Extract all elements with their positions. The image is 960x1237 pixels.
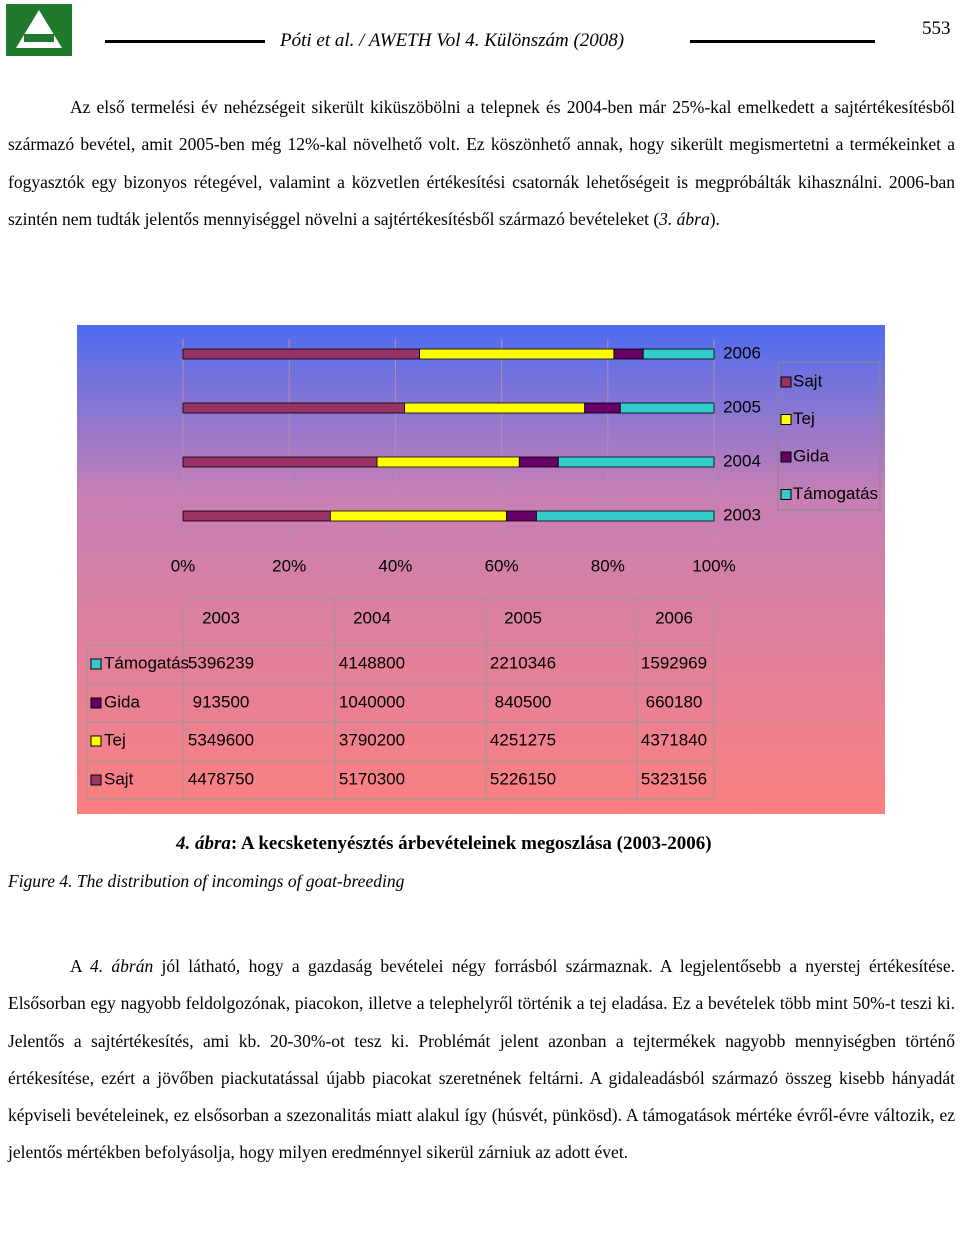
bar-segment	[584, 402, 621, 414]
legend-key	[780, 489, 792, 500]
table-cell: 5170300	[339, 769, 405, 788]
bar-segment	[182, 456, 378, 468]
legend-label: Tej	[793, 409, 815, 428]
legend-key	[90, 735, 102, 747]
logo	[6, 4, 72, 56]
legend-key	[780, 451, 792, 463]
bar-segment	[404, 402, 586, 414]
caption-text: : A kecsketenyésztés árbevételeinek mego…	[230, 833, 712, 854]
x-tick-label: 20%	[272, 556, 306, 575]
text: jól látható, hogy a gazdaság bevételei n…	[8, 956, 955, 1163]
figure-label: 4. ábra	[176, 833, 231, 854]
text: A	[70, 956, 90, 976]
x-tick-label: 100%	[692, 556, 735, 575]
table-cell: 4478750	[188, 769, 254, 788]
logo-band	[24, 34, 54, 42]
bar-segment	[536, 510, 715, 522]
legend-label: Sajt	[793, 371, 823, 390]
x-tick-label: 40%	[378, 556, 412, 575]
legend-key	[90, 774, 102, 786]
text-ref: 3. ábra	[659, 208, 710, 229]
table-cell: 4148800	[339, 653, 405, 672]
x-tick-label: 60%	[485, 556, 519, 575]
figure-caption: 4. ábra: A kecsketenyésztés árbevételein…	[176, 833, 712, 855]
paragraph: A 4. ábrán jól látható, hogy a gazdaság …	[8, 948, 955, 1172]
y-tick-label: 2006	[723, 343, 761, 362]
y-tick-label: 2004	[723, 451, 761, 470]
bar-segment	[376, 456, 520, 468]
rule	[690, 40, 875, 43]
table-header: 2006	[655, 608, 693, 627]
table-cell: 840500	[495, 692, 552, 711]
bar-segment	[182, 510, 331, 522]
text-ref: 4. ábrán	[89, 956, 154, 976]
y-tick-label: 2003	[723, 505, 761, 524]
table-row-label: Tej	[104, 730, 126, 749]
table-cell: 5396239	[188, 653, 254, 672]
legend-key	[780, 414, 792, 425]
x-tick-label: 0%	[171, 556, 196, 575]
legend-key	[90, 658, 102, 670]
table-row-label: Gida	[104, 692, 140, 711]
bar-segment	[557, 456, 715, 468]
legend-label: Gida	[793, 446, 829, 465]
chart: 0% 20% 40% 60% 80% 100% 2003 2004 2005 2006 Sajt Te…	[77, 325, 885, 814]
legend-label: Támogatás	[793, 484, 878, 503]
table-cell: 5349600	[188, 730, 254, 749]
legend-box	[777, 361, 881, 511]
bar-segment	[505, 510, 537, 522]
legend-key	[780, 376, 792, 388]
rule	[105, 40, 265, 43]
bar-segment	[182, 348, 420, 360]
table-header: 2004	[353, 608, 391, 627]
table-cell: 5226150	[490, 769, 556, 788]
legend-key	[90, 697, 102, 709]
table-header: 2005	[504, 608, 542, 627]
bar-segment	[182, 402, 405, 414]
bar-segment	[619, 402, 715, 414]
table-cell: 4251275	[490, 730, 556, 749]
bar-segment	[613, 348, 644, 360]
table-cell: 4371840	[641, 730, 707, 749]
text: Az első termelési év nehézségeit sikerül…	[8, 97, 955, 229]
table-header: 2003	[202, 608, 240, 627]
english-caption: Figure 4. The distribution of incomings …	[8, 871, 405, 891]
header-citation: Póti et al. / AWETH Vol 4. Különszám (20…	[280, 30, 625, 51]
paragraph: Az első termelési év nehézségeit sikerül…	[8, 89, 955, 238]
table-cell: 1040000	[339, 692, 405, 711]
table-cell: 913500	[193, 692, 250, 711]
table-cell: 5323156	[641, 769, 707, 788]
table-cell: 2210346	[490, 653, 556, 672]
y-tick-label: 2005	[723, 397, 761, 416]
bar-segment	[518, 456, 559, 468]
table-cell: 660180	[646, 692, 703, 711]
table-cell: 3790200	[339, 730, 405, 749]
table-row-label: Sajt	[104, 769, 134, 788]
x-tick-label: 80%	[591, 556, 625, 575]
page-number: 553	[922, 18, 951, 39]
table-cell: 1592969	[641, 653, 707, 672]
bar-segment	[329, 510, 507, 522]
table-row-label: Támogatás	[104, 653, 189, 672]
bar-segment	[642, 348, 715, 360]
text: ).	[709, 208, 720, 229]
bar-segment	[419, 348, 615, 360]
